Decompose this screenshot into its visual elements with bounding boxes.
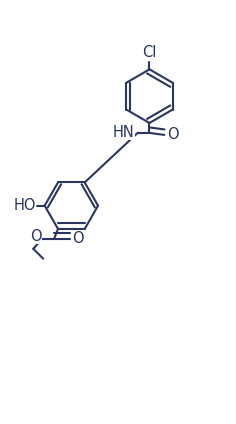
- Text: HO: HO: [13, 198, 36, 213]
- Text: O: O: [30, 229, 42, 244]
- Text: O: O: [167, 127, 178, 142]
- Text: Cl: Cl: [142, 45, 157, 60]
- Text: O: O: [72, 232, 84, 246]
- Text: HN: HN: [113, 126, 135, 140]
